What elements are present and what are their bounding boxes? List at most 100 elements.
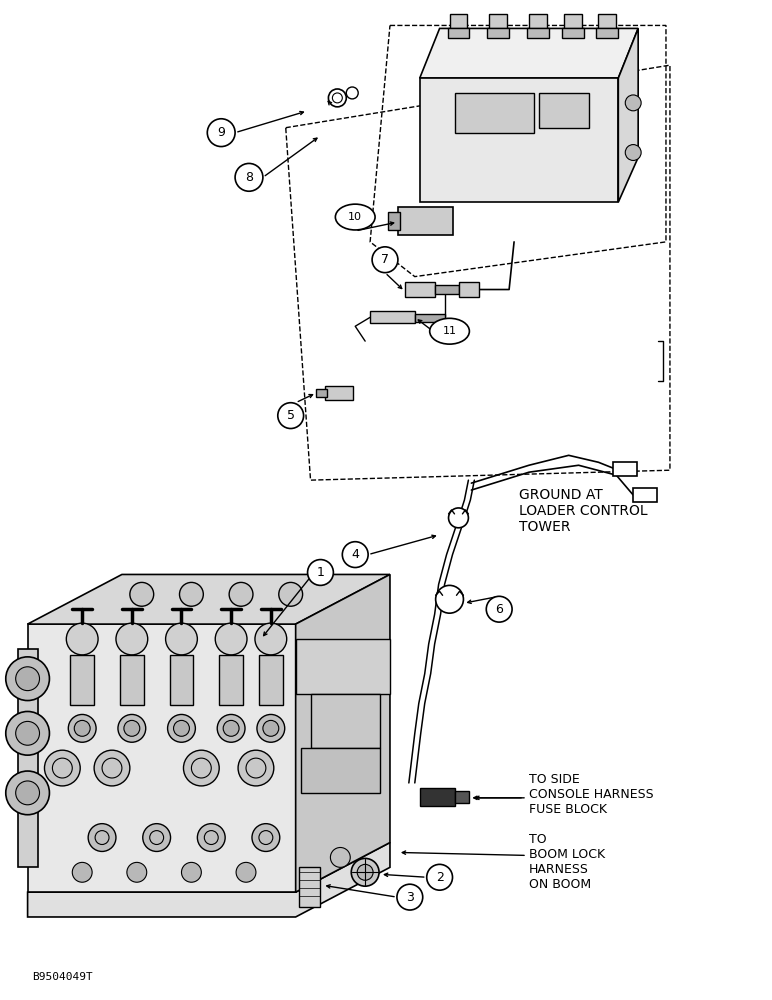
- Bar: [316, 389, 327, 397]
- Bar: [420, 788, 455, 806]
- Bar: [539, 93, 588, 128]
- Bar: [120, 655, 144, 705]
- Circle shape: [166, 623, 198, 655]
- Circle shape: [238, 750, 274, 786]
- Bar: [300, 748, 380, 793]
- Circle shape: [357, 864, 373, 880]
- Bar: [597, 28, 618, 38]
- Bar: [299, 867, 320, 907]
- Text: 5: 5: [286, 409, 295, 422]
- Circle shape: [435, 585, 463, 613]
- Bar: [487, 28, 509, 38]
- Circle shape: [347, 87, 358, 99]
- Circle shape: [73, 862, 92, 882]
- Circle shape: [307, 560, 334, 585]
- Bar: [259, 655, 283, 705]
- Bar: [613, 462, 637, 476]
- Circle shape: [215, 623, 247, 655]
- Bar: [435, 285, 459, 294]
- Circle shape: [330, 847, 350, 867]
- Circle shape: [15, 781, 39, 805]
- Circle shape: [124, 720, 140, 736]
- Circle shape: [351, 858, 379, 886]
- Bar: [310, 694, 380, 748]
- Circle shape: [181, 862, 201, 882]
- Bar: [370, 311, 415, 323]
- Circle shape: [5, 657, 49, 701]
- Bar: [296, 639, 390, 694]
- Text: 1: 1: [317, 566, 324, 579]
- Circle shape: [263, 720, 279, 736]
- Bar: [562, 28, 584, 38]
- Text: 8: 8: [245, 171, 253, 184]
- Circle shape: [278, 403, 303, 429]
- Circle shape: [94, 750, 130, 786]
- Circle shape: [342, 542, 368, 568]
- Text: TO SIDE
CONSOLE HARNESS
FUSE BLOCK: TO SIDE CONSOLE HARNESS FUSE BLOCK: [529, 773, 654, 816]
- Bar: [489, 14, 507, 28]
- Circle shape: [74, 720, 90, 736]
- Text: 6: 6: [496, 603, 503, 616]
- Polygon shape: [28, 624, 296, 892]
- Text: 10: 10: [348, 212, 362, 222]
- Circle shape: [427, 864, 452, 890]
- Circle shape: [625, 145, 642, 160]
- Bar: [633, 488, 657, 502]
- Circle shape: [236, 862, 256, 882]
- Circle shape: [252, 824, 279, 851]
- Circle shape: [45, 750, 80, 786]
- Bar: [529, 14, 547, 28]
- Bar: [455, 791, 469, 803]
- Circle shape: [486, 596, 512, 622]
- Text: 7: 7: [381, 253, 389, 266]
- Circle shape: [625, 95, 642, 111]
- Circle shape: [328, 89, 347, 107]
- Circle shape: [127, 862, 147, 882]
- Circle shape: [217, 714, 245, 742]
- Bar: [598, 14, 616, 28]
- Bar: [219, 655, 243, 705]
- Circle shape: [223, 720, 239, 736]
- Bar: [449, 14, 467, 28]
- Polygon shape: [420, 78, 618, 202]
- Circle shape: [5, 771, 49, 815]
- Circle shape: [180, 582, 203, 606]
- Circle shape: [66, 623, 98, 655]
- Circle shape: [257, 714, 285, 742]
- Polygon shape: [618, 28, 638, 202]
- Bar: [415, 314, 445, 322]
- Circle shape: [184, 750, 219, 786]
- Text: GROUND AT
LOADER CONTROL
TOWER: GROUND AT LOADER CONTROL TOWER: [519, 488, 648, 534]
- Bar: [527, 28, 549, 38]
- Circle shape: [255, 623, 286, 655]
- Circle shape: [235, 163, 263, 191]
- Ellipse shape: [430, 318, 469, 344]
- Bar: [398, 207, 452, 235]
- Bar: [455, 93, 534, 133]
- Circle shape: [15, 721, 39, 745]
- Circle shape: [397, 884, 423, 910]
- Text: B9504049T: B9504049T: [32, 972, 93, 982]
- Polygon shape: [420, 28, 638, 78]
- Circle shape: [372, 247, 398, 273]
- Circle shape: [449, 508, 469, 528]
- Circle shape: [116, 623, 147, 655]
- Circle shape: [118, 714, 146, 742]
- Bar: [448, 28, 469, 38]
- Circle shape: [229, 582, 253, 606]
- Circle shape: [143, 824, 171, 851]
- Text: 9: 9: [217, 126, 225, 139]
- Text: 11: 11: [442, 326, 456, 336]
- Ellipse shape: [335, 204, 375, 230]
- Circle shape: [130, 582, 154, 606]
- Polygon shape: [18, 649, 38, 867]
- Circle shape: [208, 119, 235, 147]
- Polygon shape: [28, 843, 390, 917]
- Text: 3: 3: [406, 891, 414, 904]
- Polygon shape: [296, 574, 390, 892]
- Circle shape: [88, 824, 116, 851]
- Bar: [170, 655, 194, 705]
- Polygon shape: [28, 574, 390, 624]
- Bar: [326, 386, 354, 400]
- Text: 4: 4: [351, 548, 359, 561]
